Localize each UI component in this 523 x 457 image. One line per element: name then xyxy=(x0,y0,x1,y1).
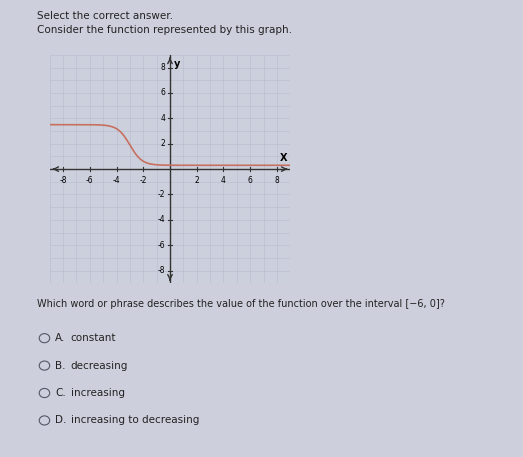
Text: -4: -4 xyxy=(112,176,120,185)
Text: 6: 6 xyxy=(161,88,165,97)
Text: 2: 2 xyxy=(161,139,165,148)
Text: -6: -6 xyxy=(157,241,165,250)
Text: 8: 8 xyxy=(275,176,279,185)
Text: 6: 6 xyxy=(248,176,253,185)
Text: Select the correct answer.: Select the correct answer. xyxy=(37,11,173,21)
Text: D.: D. xyxy=(55,415,66,425)
Text: C.: C. xyxy=(55,388,66,398)
Text: 8: 8 xyxy=(161,63,165,72)
Text: decreasing: decreasing xyxy=(71,361,128,371)
Text: increasing: increasing xyxy=(71,388,124,398)
Text: A.: A. xyxy=(55,333,65,343)
Text: 2: 2 xyxy=(195,176,199,185)
Text: -8: -8 xyxy=(59,176,67,185)
Text: -6: -6 xyxy=(86,176,94,185)
Text: -2: -2 xyxy=(140,176,147,185)
Text: constant: constant xyxy=(71,333,116,343)
Text: increasing to decreasing: increasing to decreasing xyxy=(71,415,199,425)
Text: X: X xyxy=(280,154,288,164)
Text: -2: -2 xyxy=(158,190,165,199)
Text: B.: B. xyxy=(55,361,65,371)
Text: -8: -8 xyxy=(158,266,165,275)
Text: y: y xyxy=(174,58,180,69)
Text: Consider the function represented by this graph.: Consider the function represented by thi… xyxy=(37,25,292,35)
Text: Which word or phrase describes the value of the function over the interval [−6, : Which word or phrase describes the value… xyxy=(37,299,445,309)
Text: 4: 4 xyxy=(161,114,165,123)
Text: -4: -4 xyxy=(157,215,165,224)
Text: 4: 4 xyxy=(221,176,226,185)
